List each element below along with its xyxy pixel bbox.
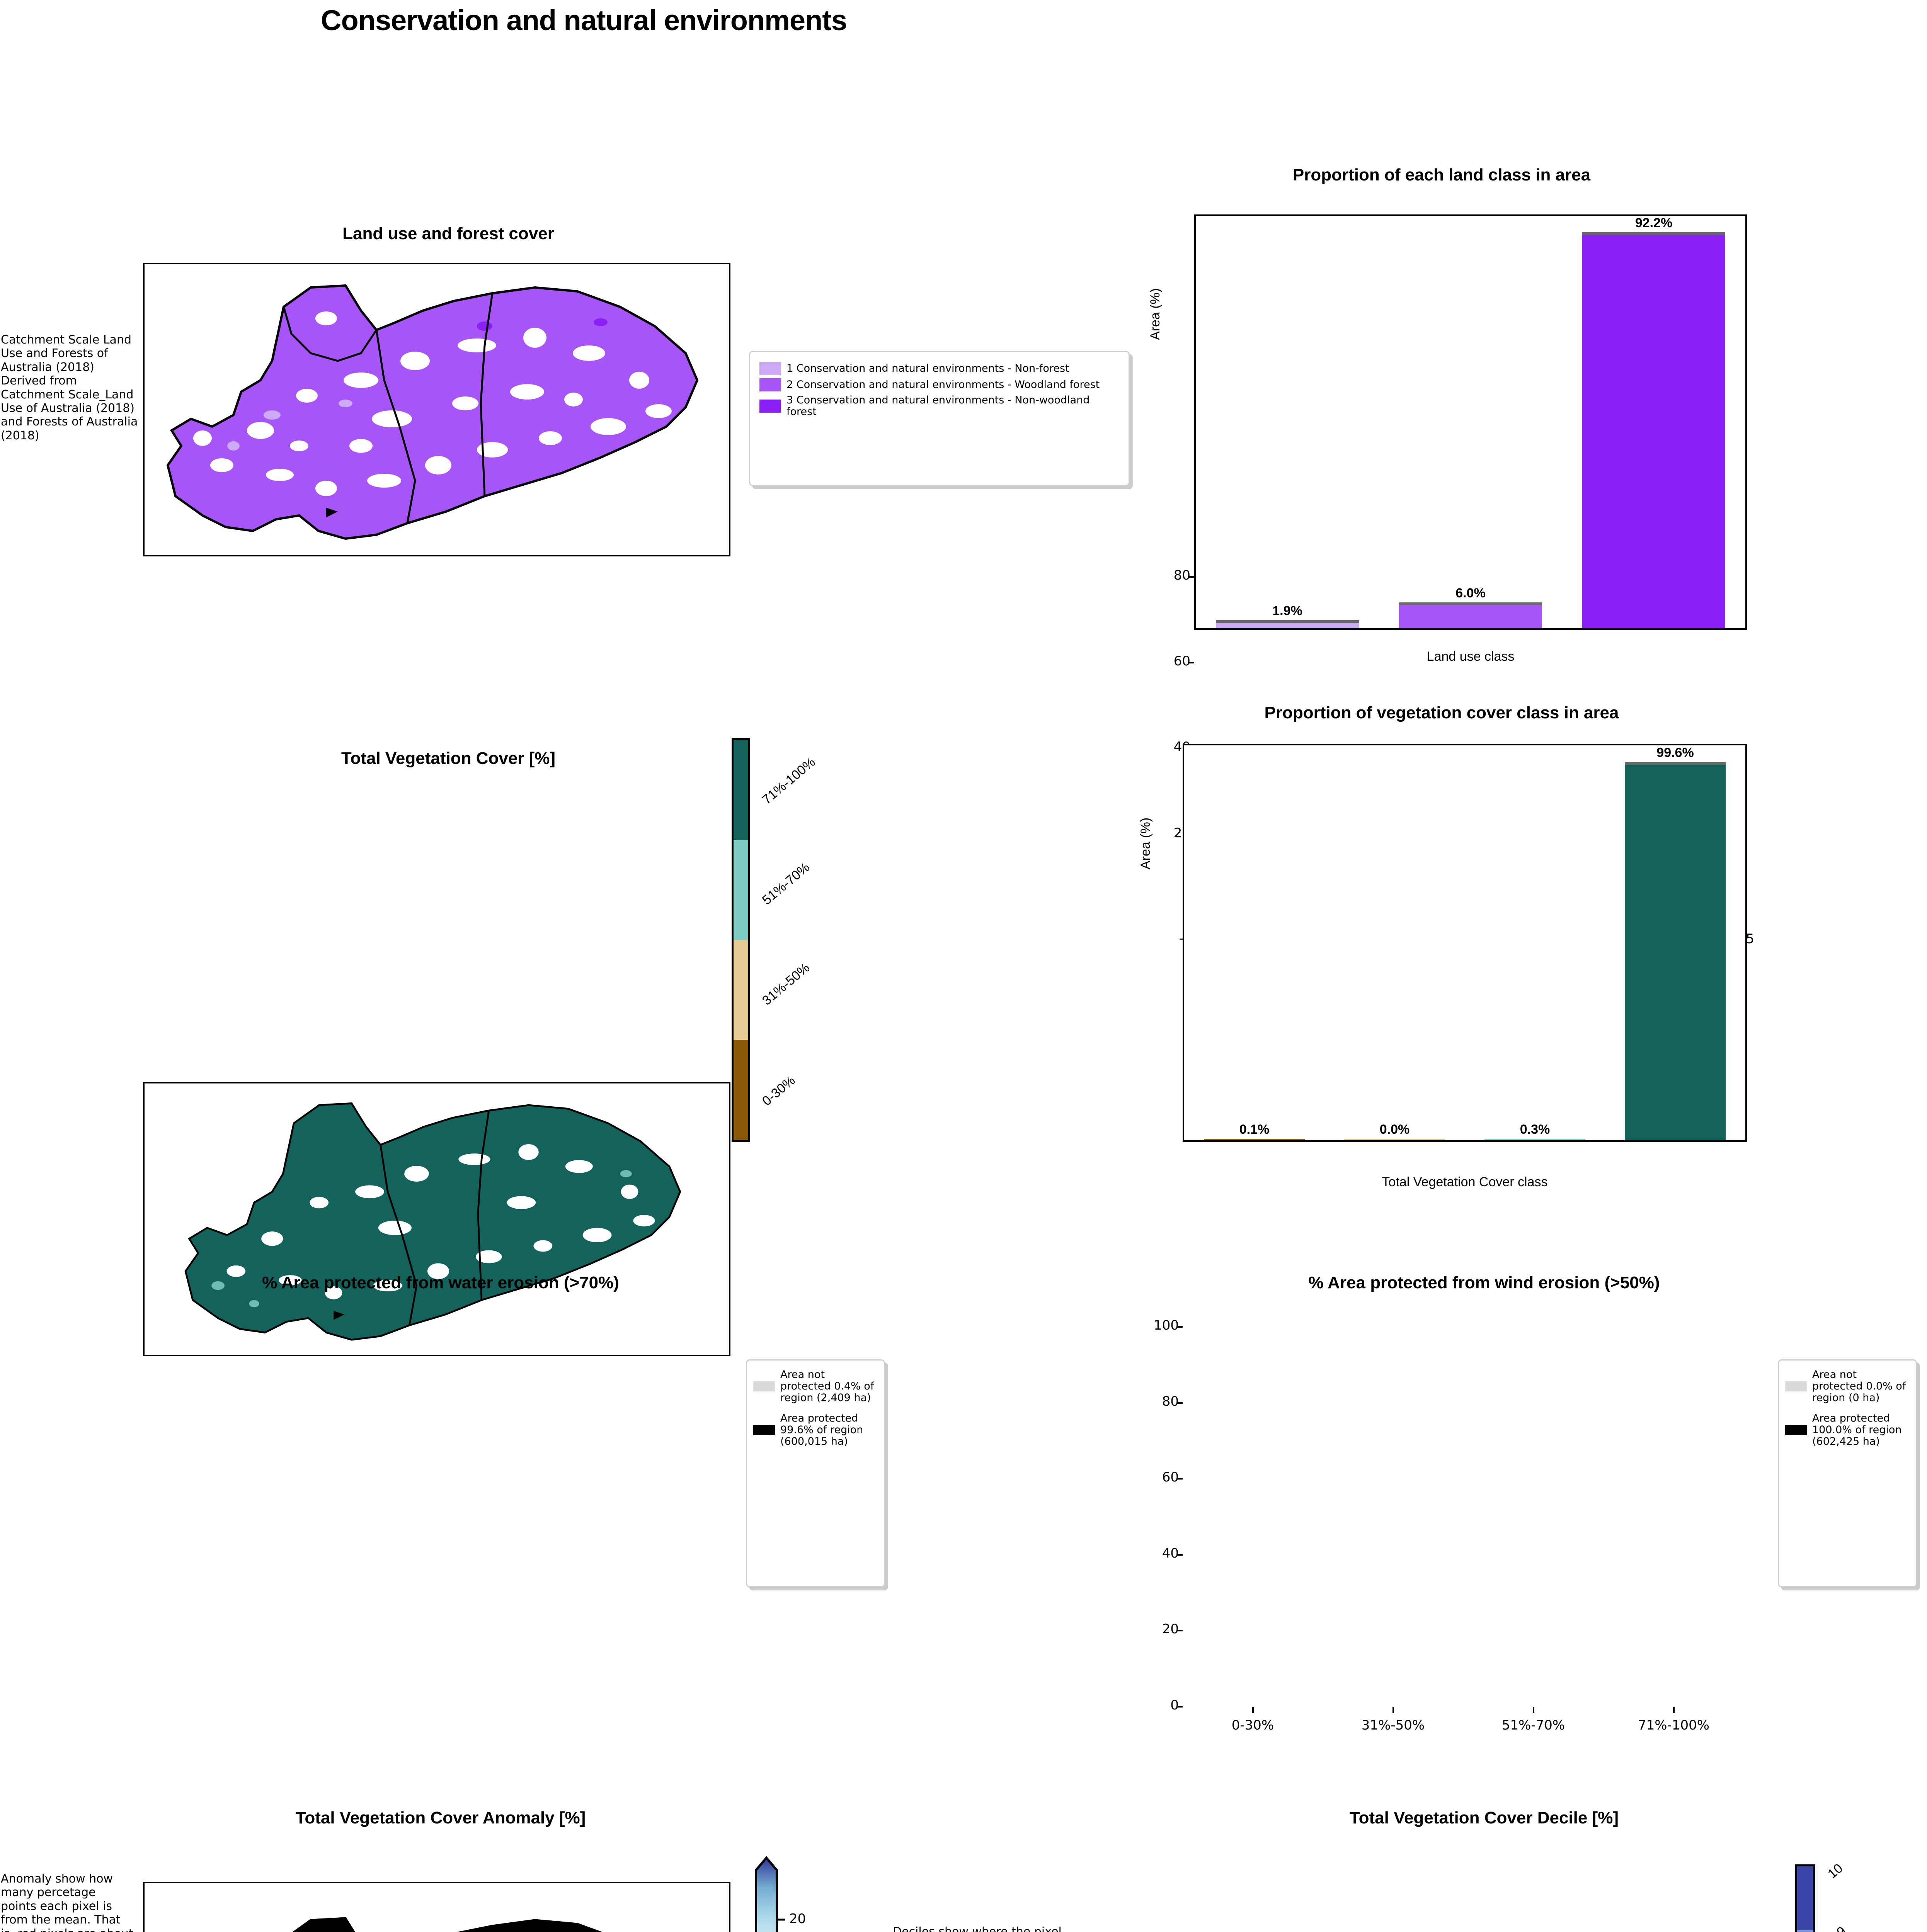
vegcover-colorbar	[732, 738, 750, 1142]
anomaly-tick-label: 20	[789, 1911, 806, 1927]
y-tick-mark	[1189, 576, 1194, 578]
vegcover-colorbar-label: 71%-100%	[759, 755, 818, 808]
legend-item: 2 Conservation and natural environments …	[759, 378, 1119, 391]
decile-caption: Deciles show where the pixel value lies …	[893, 1925, 1062, 1932]
color-swatch-icon	[1785, 1381, 1807, 1392]
y-tick-mark	[1177, 1554, 1183, 1556]
y-tick-mark	[1177, 1706, 1183, 1708]
vegclass-chart-title: Proportion of vegetation cover class in …	[1264, 703, 1619, 722]
decile-colorbar	[1795, 1864, 1815, 1932]
bar-value-label: 92.2%	[1635, 216, 1673, 231]
bar[interactable]	[1216, 620, 1359, 628]
bar-value-label: 0.3%	[1520, 1122, 1550, 1137]
x-tick-label: 0-30%	[1231, 1718, 1274, 1733]
y-tick-label: 60	[1162, 1469, 1179, 1485]
legend-label: 3 Conservation and natural environments …	[786, 394, 1090, 418]
bar[interactable]	[1399, 602, 1542, 628]
landclass-x-axis-label: Land use class	[1427, 649, 1515, 664]
decile-colorbar-label: 8-9	[1825, 1923, 1849, 1932]
x-tick-mark	[1392, 1707, 1394, 1713]
water-erosion-legend: Area not protected 0.4% of region (2,409…	[746, 1359, 885, 1587]
x-tick-label: 71%-100%	[1638, 1718, 1710, 1733]
color-swatch-icon	[759, 400, 781, 413]
vegcover-colorbar-label: 31%-50%	[759, 960, 813, 1009]
bar-value-label: 0.0%	[1379, 1122, 1410, 1137]
vegcover-map-shape	[184, 1102, 681, 1341]
decile-map-title: Total Vegetation Cover Decile [%]	[1349, 1808, 1619, 1827]
vegclass-x-axis-label: Total Vegetation Cover class	[1382, 1175, 1548, 1189]
bar-value-label: 6.0%	[1455, 586, 1486, 601]
legend-label: 1 Conservation and natural environments …	[786, 362, 1069, 374]
legend-item: Area not protected 0.4% of region (2,409…	[753, 1369, 878, 1404]
landclass-bar-chart[interactable]: 1.9% 6.0% 92.2%	[1194, 214, 1747, 630]
wind-erosion-map-title: % Area protected from wind erosion (>50%…	[1308, 1273, 1660, 1292]
bar-value-label: 1.9%	[1272, 603, 1302, 618]
bar[interactable]	[1484, 1139, 1586, 1140]
anomaly-colorbar	[755, 1856, 785, 1932]
vegcover-map-title: Total Vegetation Cover [%]	[341, 749, 556, 768]
landuse-map-title: Land use and forest cover	[342, 224, 554, 243]
bar-value-label: 99.6%	[1656, 745, 1694, 760]
water-erosion-map-shape	[292, 1917, 603, 1932]
legend-label: Area protected 100.0% of region (602,425…	[1812, 1412, 1902, 1448]
vegcover-colorbar-label: 0-30%	[759, 1073, 798, 1109]
bar[interactable]	[1344, 1139, 1445, 1140]
anomaly-caption: Anomaly show how many percetage points e…	[1, 1872, 133, 1932]
x-tick-mark	[1673, 1707, 1675, 1713]
y-tick-label: 60	[1173, 653, 1190, 669]
legend-item: 3 Conservation and natural environments …	[759, 394, 1119, 418]
landuse-map-shape	[166, 284, 699, 540]
color-swatch-icon	[759, 362, 781, 375]
x-tick-mark	[1532, 1707, 1534, 1713]
y-tick-label: 80	[1173, 567, 1190, 583]
bar[interactable]	[1582, 232, 1725, 628]
y-tick-label: 100	[1154, 1318, 1179, 1333]
landclass-y-axis-label: Area (%)	[1148, 288, 1163, 340]
legend-item: Area protected 99.6% of region (600,015 …	[753, 1412, 878, 1448]
landuse-map[interactable]	[143, 263, 730, 556]
y-tick-mark	[1177, 1402, 1183, 1404]
color-swatch-icon	[753, 1381, 775, 1392]
water-erosion-map-title: % Area protected from water erosion (>70…	[262, 1273, 619, 1292]
decile-colorbar-label: 10	[1825, 1861, 1846, 1882]
legend-label: 2 Conservation and natural environments …	[786, 378, 1100, 391]
y-tick-label: 0	[1170, 1697, 1179, 1713]
y-tick-label: 20	[1162, 1621, 1179, 1637]
page-title: Conservation and natural environments	[321, 4, 847, 36]
color-swatch-icon	[759, 378, 781, 391]
water-erosion-map[interactable]	[143, 1882, 730, 1932]
color-swatch-icon	[753, 1425, 775, 1435]
vegclass-bar-chart[interactable]: 0.1% 0.0% 0.3% 99.6%	[1183, 744, 1747, 1142]
legend-label: Area not protected 0.4% of region (2,409…	[780, 1369, 874, 1404]
landclass-chart-title: Proportion of each land class in area	[1292, 165, 1591, 184]
anomaly-map-title: Total Vegetation Cover Anomaly [%]	[295, 1808, 586, 1827]
legend-item: Area protected 100.0% of region (602,425…	[1785, 1412, 1910, 1448]
legend-item: Area not protected 0.0% of region (0 ha)	[1785, 1369, 1910, 1404]
legend-item: 1 Conservation and natural environments …	[759, 362, 1119, 375]
x-tick-label: 31%-50%	[1361, 1718, 1425, 1733]
y-tick-label: 80	[1162, 1393, 1179, 1409]
vegclass-y-axis-label: Area (%)	[1138, 817, 1153, 869]
legend-label: Area protected 99.6% of region (600,015 …	[780, 1412, 863, 1448]
legend-label: Area not protected 0.0% of region (0 ha)	[1812, 1369, 1906, 1404]
bar[interactable]	[1624, 762, 1726, 1140]
y-tick-label: 40	[1162, 1545, 1179, 1561]
landuse-caption: Catchment Scale Land Use and Forests of …	[1, 333, 138, 442]
y-tick-mark	[1177, 1478, 1183, 1480]
x-tick-label: 51%-70%	[1501, 1718, 1565, 1733]
vegcover-colorbar-label: 51%-70%	[759, 860, 813, 908]
y-tick-mark	[1177, 1326, 1183, 1328]
bar-value-label: 0.1%	[1239, 1122, 1270, 1137]
x-tick-mark	[1252, 1707, 1254, 1713]
wind-erosion-legend: Area not protected 0.0% of region (0 ha)…	[1778, 1359, 1917, 1587]
y-tick-mark	[1177, 1630, 1183, 1632]
landuse-legend: 1 Conservation and natural environments …	[749, 351, 1130, 486]
y-tick-mark	[1189, 662, 1194, 664]
vegcover-map[interactable]	[143, 1082, 730, 1356]
bar[interactable]	[1204, 1139, 1305, 1140]
color-swatch-icon	[1785, 1425, 1807, 1435]
